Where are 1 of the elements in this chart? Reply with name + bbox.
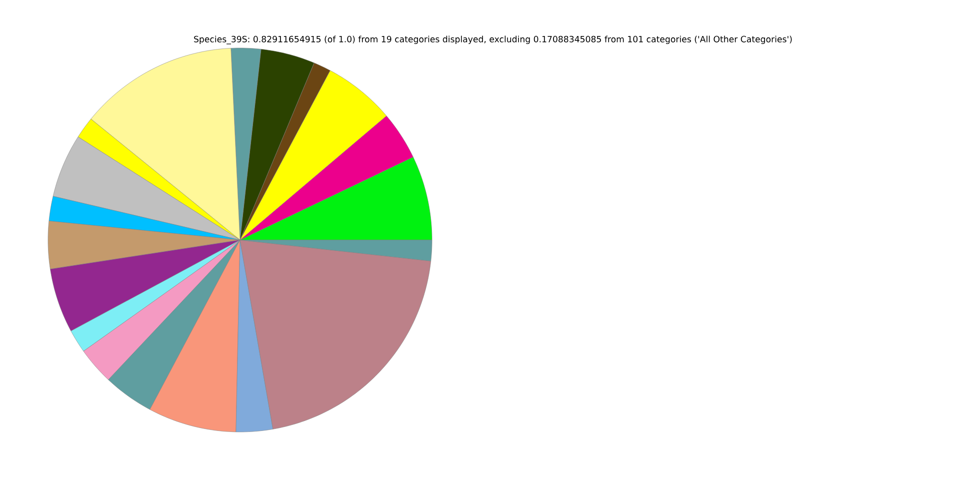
text: Species_39S: 0.82911654915 (of 1.0) from 19 categories displayed, excluding 0.17088345085 from 101 categories ('All Other Categories') <box>194 36 792 44</box>
